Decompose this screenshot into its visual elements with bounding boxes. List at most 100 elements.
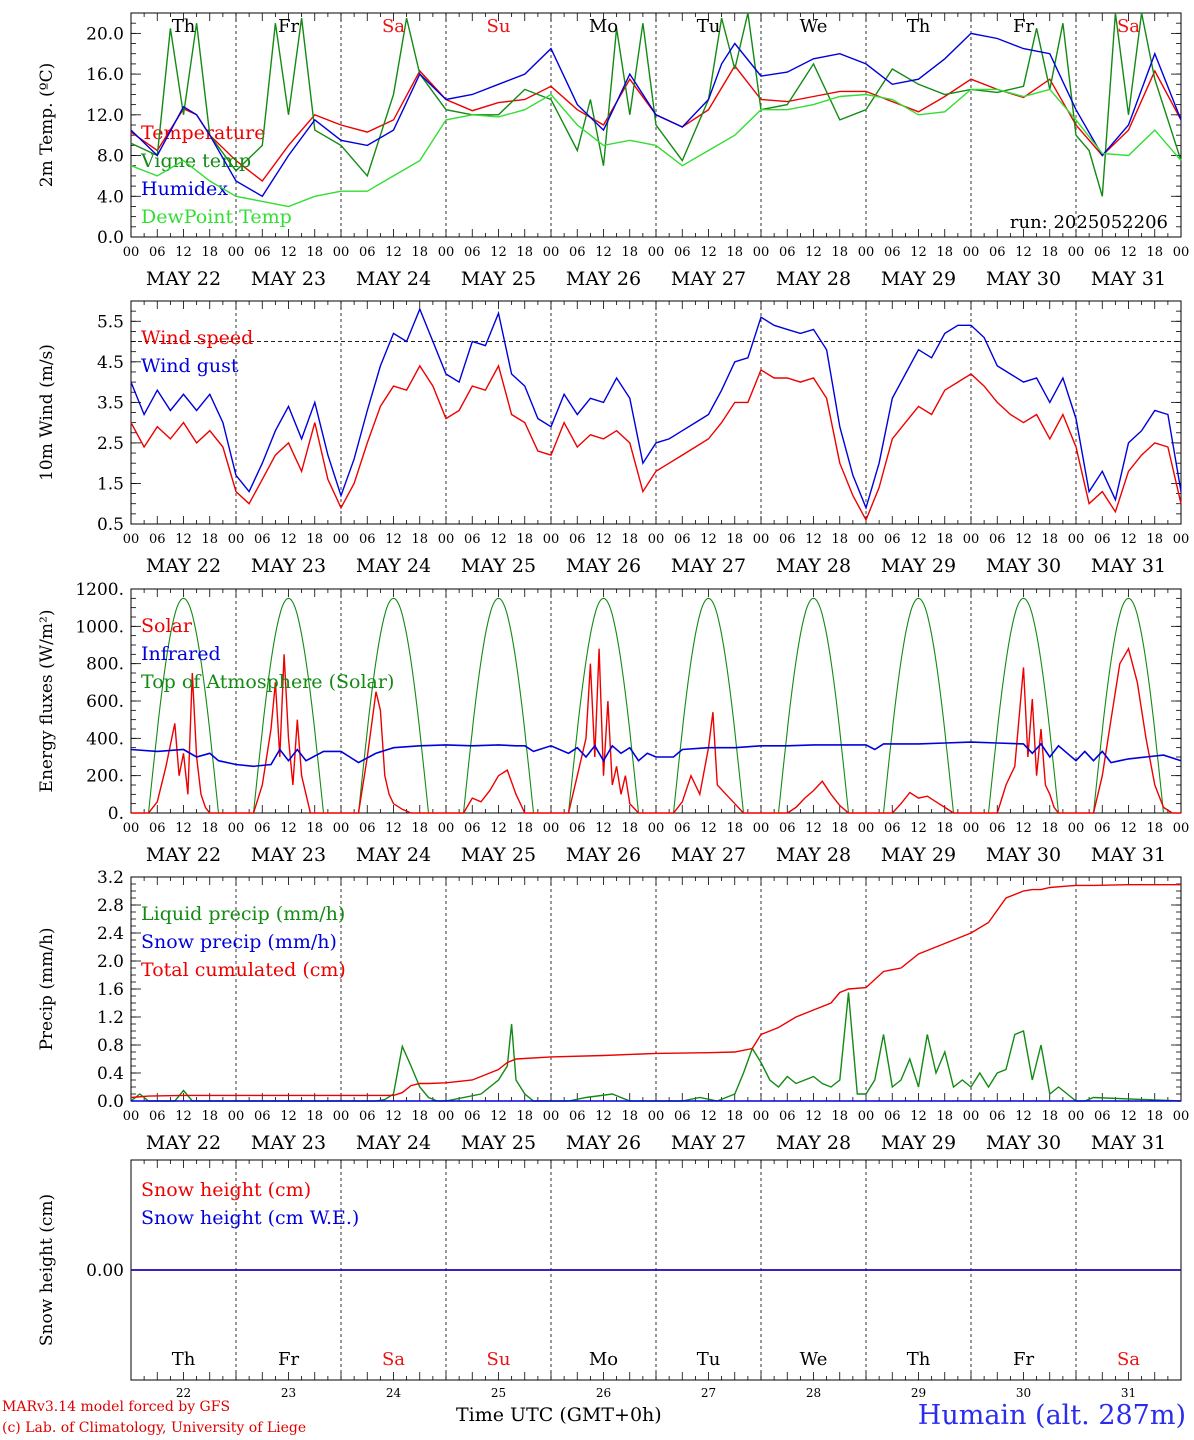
y-axis-title: Snow height (cm) [37, 1194, 57, 1346]
x-tick-label: 00 [543, 532, 560, 547]
x-tick-label: 18 [936, 1109, 953, 1124]
plot-frame [130, 588, 1182, 814]
x-tick-label: 00 [648, 245, 665, 260]
y-tick-label: 1.6 [97, 980, 124, 1000]
x-tick-label: 12 [385, 532, 402, 547]
x-tick-label: 12 [385, 821, 402, 836]
x-tick-label: 18 [1041, 1109, 1058, 1124]
date-label: MAY 30 [986, 844, 1061, 866]
x-tick-label: 18 [306, 1109, 323, 1124]
x-tick-label: 06 [149, 1109, 166, 1124]
date-label: MAY 25 [461, 555, 536, 577]
x-tick-label: 06 [779, 821, 796, 836]
legend-entry: Infrared [141, 643, 221, 665]
series-liquid-precip-mm-h [130, 992, 1182, 1102]
series-wind-speed [130, 364, 1182, 522]
date-label: MAY 25 [461, 1132, 536, 1154]
run-label: run: 2025052206 [1010, 212, 1168, 233]
x-tick-label: 06 [464, 532, 481, 547]
x-tick-label: 00 [963, 245, 980, 260]
x-tick-label: 18 [831, 821, 848, 836]
weekday-label: Mo [589, 16, 618, 37]
series-toa-solar [672, 597, 745, 814]
x-tick-label: 00 [648, 532, 665, 547]
x-tick-label: 12 [280, 1109, 297, 1124]
x-tick-label: 06 [149, 245, 166, 260]
y-axis-title: 10m Wind (m/s) [37, 344, 57, 481]
x-tick-label: 12 [1015, 821, 1032, 836]
date-label: MAY 22 [146, 268, 221, 290]
y-tick-label: 4.5 [97, 353, 124, 373]
x-tick-label: 18 [201, 532, 218, 547]
x-tick-label: 00 [228, 1109, 245, 1124]
x-tick-label: 00 [123, 245, 140, 260]
x-tick-label: 00 [1173, 821, 1190, 836]
day-number-label: 23 [281, 1386, 296, 1400]
y-tick-label: 2.0 [97, 952, 124, 972]
y-tick-label: 20.0 [86, 24, 124, 44]
x-tick-label: 12 [910, 245, 927, 260]
y-tick-label: 2.5 [97, 434, 124, 454]
x-tick-label: 18 [411, 532, 428, 547]
x-tick-label: 06 [1094, 532, 1111, 547]
x-tick-label: 06 [359, 532, 376, 547]
date-label: MAY 24 [356, 268, 431, 290]
x-tick-label: 06 [989, 821, 1006, 836]
date-label: MAY 30 [986, 555, 1061, 577]
x-tick-label: 18 [726, 1109, 743, 1124]
x-tick-label: 12 [490, 821, 507, 836]
x-tick-label: 12 [805, 1109, 822, 1124]
y-tick-label: 1000. [75, 617, 124, 637]
x-tick-label: 00 [1173, 1109, 1190, 1124]
x-tick-label: 06 [254, 532, 271, 547]
x-tick-label: 06 [884, 1109, 901, 1124]
series-total-cumulated-cm [130, 884, 1181, 1099]
x-tick-label: 12 [805, 821, 822, 836]
day-number-label: 25 [491, 1386, 506, 1400]
series-toa-solar [777, 597, 850, 814]
date-label: MAY 31 [1091, 555, 1166, 577]
weekday-label: Su [487, 1349, 511, 1370]
x-tick-label: 00 [648, 821, 665, 836]
y-tick-label: 0. [108, 804, 124, 824]
x-tick-label: 12 [385, 1109, 402, 1124]
day-number-label: 27 [701, 1386, 716, 1400]
legend-entry: Wind gust [141, 355, 239, 377]
x-tick-label: 06 [569, 821, 586, 836]
x-tick-label: 12 [700, 1109, 717, 1124]
date-label: MAY 26 [566, 1132, 641, 1154]
x-tick-label: 06 [464, 1109, 481, 1124]
date-label: MAY 30 [986, 1132, 1061, 1154]
x-tick-label: 00 [123, 532, 140, 547]
y-tick-label: 1200. [75, 580, 124, 600]
date-label: MAY 24 [356, 844, 431, 866]
series-dewpoint-temp [130, 88, 1182, 208]
x-tick-label: 18 [726, 532, 743, 547]
series-wind-gust [130, 307, 1182, 510]
date-label: MAY 22 [146, 1132, 221, 1154]
date-label: MAY 25 [461, 268, 536, 290]
y-tick-label: 1.2 [97, 1008, 124, 1028]
legend-entry: Snow height (cm W.E.) [141, 1207, 359, 1229]
x-tick-label: 00 [333, 821, 350, 836]
weekday-label: Sa [1117, 1349, 1140, 1370]
x-tick-label: 12 [280, 245, 297, 260]
date-label: MAY 28 [776, 555, 851, 577]
x-tick-label: 06 [674, 532, 691, 547]
y-tick-label: 2.4 [97, 924, 124, 944]
legend-entry: Solar [141, 615, 193, 637]
date-label: MAY 31 [1091, 268, 1166, 290]
weekday-label: Th [907, 16, 931, 37]
x-tick-label: 12 [700, 821, 717, 836]
x-tick-label: 12 [490, 532, 507, 547]
plot-frame [130, 300, 1182, 525]
y-tick-label: 800. [86, 655, 124, 675]
weekday-label: Tu [697, 1349, 721, 1370]
day-number-label: 28 [806, 1386, 821, 1400]
model-credit: MARv3.14 model forced by GFS [2, 1399, 231, 1415]
y-tick-label: 2.8 [97, 896, 124, 916]
x-tick-label: 18 [411, 821, 428, 836]
x-tick-label: 06 [779, 1109, 796, 1124]
series-toa-solar [147, 597, 220, 814]
x-tick-label: 00 [858, 532, 875, 547]
